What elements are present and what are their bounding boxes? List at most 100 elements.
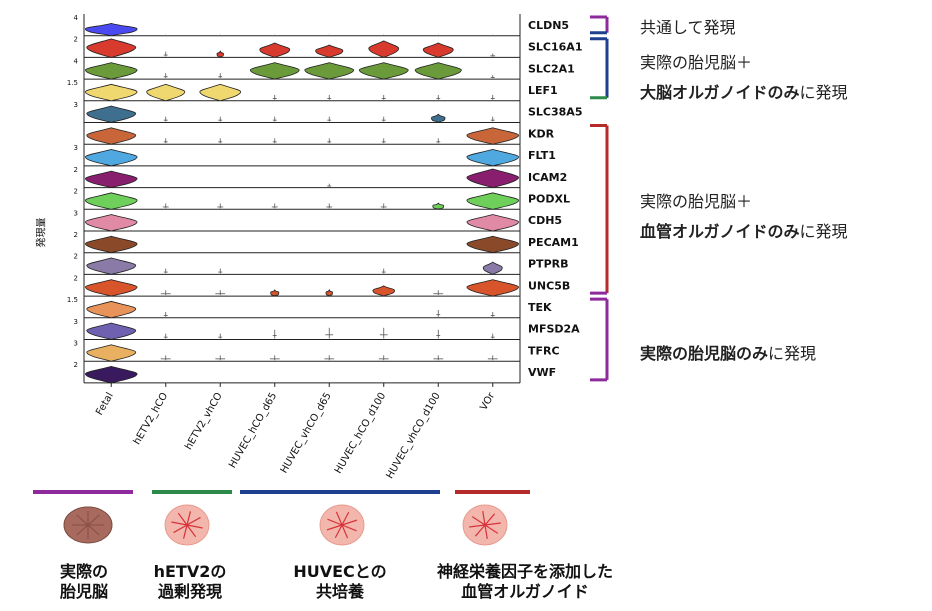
violin-TFRC-Fetal xyxy=(86,344,137,362)
violin-KDR-Fetal xyxy=(86,127,137,145)
tick-LEF1: 1.5 xyxy=(67,79,78,87)
organoid-vessel-1-7 xyxy=(186,524,203,529)
xlabel-Fetal: Fetal xyxy=(94,391,116,417)
violin-UNC5B-Fetal xyxy=(84,279,138,297)
violin-SLC2A1-HUVEC_hCO_d100 xyxy=(358,62,409,80)
violin-LEF1-hETV2_vhCO xyxy=(199,83,242,102)
organoid-vessel-3-3 xyxy=(484,513,496,526)
xlabel-HUVEC_hCO_d100: HUVEC_hCO_d100 xyxy=(333,391,388,476)
organoid-vessel-1-6 xyxy=(186,516,201,526)
organoid-vessel-2-4 xyxy=(341,511,350,526)
tick-ICAM2: 2 xyxy=(74,166,78,174)
violin-UNC5B-HUVEC_hCO_d100 xyxy=(372,285,396,297)
violin-SLC2A1-HUVEC_hCO_d65 xyxy=(249,62,300,80)
organoid-vessel-1-5 xyxy=(186,511,191,526)
gene-label-VWF: VWF xyxy=(528,366,556,379)
violin-PODXL-HUVEC_vhCO_d100 xyxy=(432,202,445,210)
y-axis-label: 発現量 xyxy=(36,217,48,248)
violin-LEF1-Fetal xyxy=(84,83,138,102)
violin-PTPRB-VOr xyxy=(482,261,503,275)
organoid-vessel-3-0 xyxy=(469,524,486,528)
xlabel-hETV2_vhCO: hETV2_vhCO xyxy=(183,391,225,452)
organoid-vessel-1-4 xyxy=(177,512,188,526)
violin-SLC16A1-HUVEC_hCO_d100 xyxy=(368,40,400,58)
violin-SLC2A1-HUVEC_vhCO_d100 xyxy=(414,62,462,80)
violin-KDR-VOr xyxy=(466,127,520,145)
organoid-vessel-2-0 xyxy=(334,524,343,539)
violin-PECAM1-Fetal xyxy=(84,235,138,254)
tick-UNC5B: 2 xyxy=(74,274,78,282)
organoid-vessel-0-7 xyxy=(87,514,100,526)
violin-SLC38A5-Fetal xyxy=(86,105,137,123)
violin-SLC16A1-Fetal xyxy=(86,38,137,58)
group-bar-huvec xyxy=(240,490,440,494)
gene-label-SLC2A1: SLC2A1 xyxy=(528,62,575,75)
tick-TEK: 1.5 xyxy=(67,296,78,304)
organoid-vessel-2-7 xyxy=(341,524,349,539)
tick-TFRC: 3 xyxy=(74,340,78,348)
tick-SLC38A5: 3 xyxy=(74,101,78,109)
organoid-vessel-3-6 xyxy=(484,524,488,539)
tick-VWF: 2 xyxy=(74,361,78,369)
organoid-vessel-2-2 xyxy=(327,518,343,526)
annotation-common: 共通して発現 xyxy=(640,18,736,37)
organoid-vessel-3-1 xyxy=(471,516,486,526)
group-label-etv2: hETV2の 過剰発現 xyxy=(153,562,227,601)
violin-SLC38A5-HUVEC_vhCO_d100 xyxy=(431,113,446,124)
organoid-vessel-0-5 xyxy=(76,514,89,526)
xlabel-HUVEC_vhCO_d100: HUVEC_vhCO_d100 xyxy=(385,391,443,481)
violin-UNC5B-HUVEC_hCO_d65 xyxy=(270,289,280,297)
group-bar-vor xyxy=(455,490,530,494)
group-bar-etv2 xyxy=(152,490,232,494)
violin-SLC2A1-Fetal xyxy=(84,62,138,80)
group-label-huvec: HUVECとの 共培養 xyxy=(293,562,387,601)
gene-label-CDH5: CDH5 xyxy=(528,214,562,227)
violin-UNC5B-VOr xyxy=(466,279,520,297)
xlabel-hETV2_hCO: hETV2_hCO xyxy=(132,391,171,447)
violin-ICAM2-Fetal xyxy=(84,170,138,189)
organoid-vessel-1-0 xyxy=(186,524,197,538)
gene-label-KDR: KDR xyxy=(528,127,555,140)
annotation-cerebral: 実際の胎児脳＋ 大脳オルガノイドのみに発現 xyxy=(640,53,848,102)
gene-label-SLC16A1: SLC16A1 xyxy=(528,41,582,54)
tick-PTPRB: 2 xyxy=(74,253,78,261)
gene-label-CLDN5: CLDN5 xyxy=(528,19,569,32)
violin-MFSD2A-Fetal xyxy=(86,322,137,340)
violin-VWF-Fetal xyxy=(84,365,138,384)
organoid-vessel-0-3 xyxy=(76,524,89,536)
violin-CDH5-VOr xyxy=(466,214,520,232)
organoid-vessel-3-5 xyxy=(484,524,499,534)
organoid-vessel-2-5 xyxy=(341,519,358,526)
tick-SLC2A1: 4 xyxy=(74,57,79,65)
gene-label-LEF1: LEF1 xyxy=(528,84,558,97)
violin-PODXL-VOr xyxy=(466,192,520,210)
violin-PODXL-Fetal xyxy=(84,192,138,210)
gene-label-TEK: TEK xyxy=(528,301,552,314)
violin-CLDN5-Fetal xyxy=(84,22,138,37)
organoid-vessel-1-1 xyxy=(183,524,188,539)
gene-label-PODXL: PODXL xyxy=(528,192,570,205)
organoid-vessel-2-3 xyxy=(335,511,343,526)
tick-PECAM1: 2 xyxy=(74,231,78,239)
gene-label-TFRC: TFRC xyxy=(528,344,560,357)
violin-CDH5-Fetal xyxy=(84,214,138,232)
gene-label-UNC5B: UNC5B xyxy=(528,279,570,292)
xlabel-HUVEC_vhCO_d65: HUVEC_vhCO_d65 xyxy=(279,391,334,475)
group-label-vor: 神経栄養因子を添加した 血管オルガノイド xyxy=(436,562,613,601)
organoid-vessel-3-2 xyxy=(482,511,486,526)
gene-label-SLC38A5: SLC38A5 xyxy=(528,106,582,119)
organoid-vessel-0-1 xyxy=(87,524,100,536)
gene-label-PECAM1: PECAM1 xyxy=(528,236,579,249)
organoid-vessel-2-6 xyxy=(341,524,357,532)
organoid-vessel-1-3 xyxy=(171,521,188,526)
tick-SLC16A1: 2 xyxy=(74,36,78,44)
organoid-vessel-3-4 xyxy=(484,522,501,526)
violin-PTPRB-Fetal xyxy=(86,257,137,275)
plot-area: 4 CLDN5 2 SLC16A1 4 SLC2A1 1.5 LEF1 3 SLC38A5 KDR 3… xyxy=(67,14,582,481)
gene-group-brackets xyxy=(590,15,609,382)
violin-SLC16A1-HUVEC_hCO_d65 xyxy=(259,42,291,58)
violin-SLC2A1-HUVEC_vhCO_d65 xyxy=(304,62,355,80)
tick-CDH5: 3 xyxy=(74,209,78,217)
organoid-thumbnails xyxy=(63,504,508,546)
tick-PODXL: 2 xyxy=(74,188,78,196)
